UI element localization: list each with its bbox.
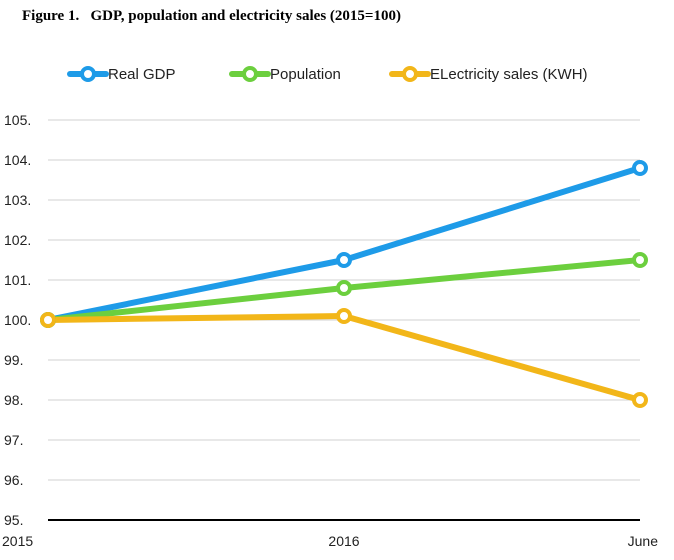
series-line-2 [45,313,643,403]
x-tick-label: 2015 [2,533,33,549]
legend: Real GDP Population ELectricity sales (KWH… [67,66,588,83]
y-tick-label: 95. [4,512,23,528]
y-axis-ticks: 95. 96. 97. 98. 99. 100. 101. 102. 103. 104. 105. [4,112,31,528]
y-tick-label: 101. [4,272,31,288]
legend-label: ELectricity sales (KWH) [430,66,588,83]
legend-marker [242,66,258,82]
y-tick-label: 98. [4,392,23,408]
data-point [336,308,352,324]
data-point [632,252,648,268]
y-tick-label: 96. [4,472,23,488]
y-tick-label: 103. [4,192,31,208]
y-tick-label: 97. [4,432,23,448]
x-axis-ticks: 2015 2016 June [2,533,658,549]
series-points [40,160,648,408]
series-line-0 [45,165,643,323]
legend-marker [80,66,96,82]
x-tick-label: 2016 [328,533,359,549]
y-tick-label: 100. [4,312,31,328]
legend-label: Real GDP [108,66,176,83]
y-tick-label: 104. [4,152,31,168]
data-point [40,312,56,328]
legend-marker [402,66,418,82]
x-tick-label: June [628,533,659,549]
data-point [336,252,352,268]
data-point [632,160,648,176]
data-point [336,280,352,296]
y-tick-label: 102. [4,232,31,248]
y-tick-label: 99. [4,352,23,368]
data-point [632,392,648,408]
figure-title: Figure 1. GDP, population and electricit… [22,8,401,24]
y-tick-label: 105. [4,112,31,128]
legend-label: Population [270,66,341,83]
